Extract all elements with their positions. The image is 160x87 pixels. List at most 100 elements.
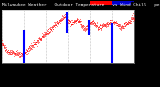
Point bbox=[52, 25, 54, 27]
Point bbox=[78, 20, 80, 21]
Point bbox=[44, 33, 46, 34]
Point bbox=[63, 16, 65, 17]
Point bbox=[96, 25, 99, 26]
Point bbox=[104, 26, 107, 27]
Point bbox=[38, 38, 40, 39]
Point bbox=[130, 14, 133, 16]
Point bbox=[30, 45, 32, 46]
Point bbox=[90, 22, 92, 24]
Point bbox=[80, 23, 82, 25]
Point bbox=[36, 40, 39, 41]
Point bbox=[107, 22, 110, 24]
Point bbox=[89, 22, 92, 23]
Point bbox=[125, 23, 128, 25]
Point bbox=[16, 53, 19, 54]
Point bbox=[12, 51, 15, 52]
Point bbox=[132, 17, 134, 19]
Point bbox=[73, 21, 75, 22]
Point bbox=[24, 52, 26, 53]
Point bbox=[121, 26, 124, 27]
Point bbox=[2, 44, 4, 45]
Point bbox=[123, 22, 126, 23]
Point bbox=[55, 21, 57, 22]
Point bbox=[38, 37, 41, 38]
Point bbox=[8, 51, 10, 53]
Point bbox=[95, 24, 98, 26]
Point bbox=[123, 22, 125, 24]
Point bbox=[110, 23, 113, 25]
Point bbox=[70, 23, 72, 24]
Point bbox=[129, 21, 131, 23]
Point bbox=[6, 51, 9, 52]
Point bbox=[1, 43, 4, 45]
Point bbox=[120, 27, 123, 28]
Point bbox=[55, 24, 58, 26]
Point bbox=[113, 22, 116, 23]
Point bbox=[23, 50, 25, 52]
Point bbox=[101, 26, 103, 27]
Point bbox=[96, 27, 99, 28]
Point bbox=[39, 39, 42, 40]
Point bbox=[39, 37, 42, 38]
Point bbox=[99, 24, 102, 25]
Point bbox=[121, 27, 123, 29]
Point bbox=[93, 21, 95, 23]
Point bbox=[45, 33, 48, 34]
Point bbox=[52, 24, 55, 26]
Point bbox=[50, 28, 52, 29]
Point bbox=[103, 23, 105, 24]
Point bbox=[58, 22, 61, 23]
Point bbox=[32, 45, 34, 46]
Point bbox=[67, 20, 70, 22]
Point bbox=[57, 22, 60, 23]
Point bbox=[79, 23, 81, 24]
Point bbox=[110, 24, 113, 25]
Point bbox=[47, 30, 49, 31]
Point bbox=[22, 52, 24, 53]
Point bbox=[119, 24, 122, 26]
Point bbox=[53, 24, 55, 25]
Point bbox=[113, 23, 115, 25]
Point bbox=[129, 22, 132, 23]
Point bbox=[111, 19, 113, 20]
Point bbox=[39, 39, 41, 40]
Point bbox=[22, 54, 24, 55]
Point bbox=[111, 24, 114, 25]
Point bbox=[35, 44, 38, 45]
Point bbox=[42, 36, 45, 37]
Point bbox=[129, 20, 132, 22]
Point bbox=[128, 22, 131, 23]
Point bbox=[52, 24, 55, 25]
Point bbox=[122, 24, 125, 25]
Point bbox=[100, 30, 102, 31]
Point bbox=[9, 53, 11, 54]
Point bbox=[48, 31, 51, 33]
Point bbox=[87, 27, 89, 28]
Point bbox=[121, 26, 123, 27]
Point bbox=[100, 27, 103, 28]
Point bbox=[91, 20, 94, 21]
Point bbox=[57, 20, 60, 22]
Point bbox=[10, 51, 12, 53]
Point bbox=[82, 25, 84, 26]
Point bbox=[7, 49, 9, 50]
Point bbox=[91, 21, 94, 22]
Point bbox=[41, 36, 43, 37]
Point bbox=[84, 29, 86, 30]
Point bbox=[46, 34, 48, 35]
Point bbox=[67, 22, 69, 24]
Point bbox=[15, 50, 17, 52]
Point bbox=[28, 47, 31, 49]
Point bbox=[131, 18, 133, 20]
Point bbox=[43, 34, 46, 35]
Bar bbox=[90, 1, 112, 5]
Point bbox=[114, 21, 116, 23]
Point bbox=[19, 56, 21, 57]
Point bbox=[74, 21, 76, 22]
Point bbox=[82, 25, 84, 26]
Point bbox=[66, 19, 69, 20]
Point bbox=[61, 15, 64, 16]
Point bbox=[11, 52, 14, 54]
Point bbox=[65, 15, 67, 17]
Point bbox=[27, 48, 29, 50]
